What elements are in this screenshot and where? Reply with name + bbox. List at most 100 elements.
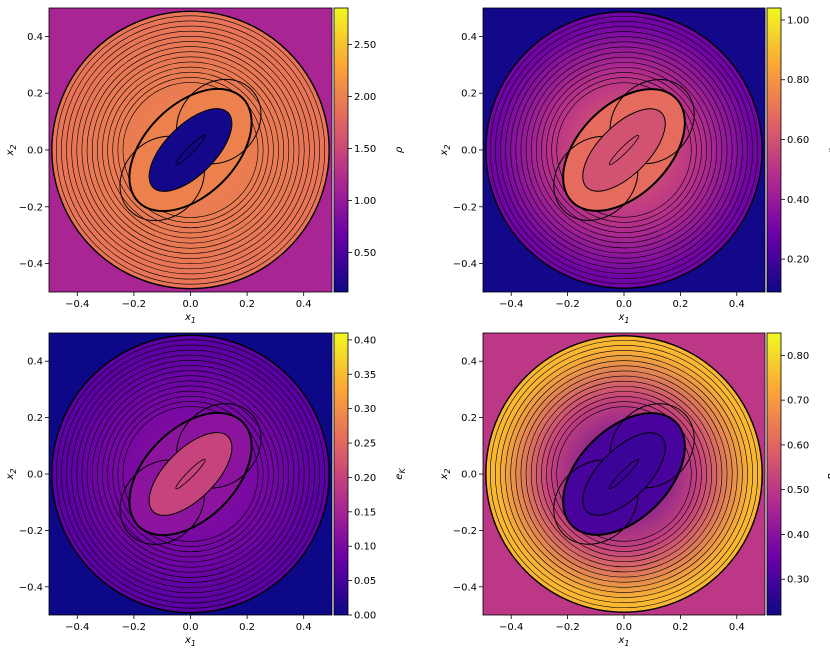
contour-ring (500, 26, 748, 274)
colorbar-tick-label: 1.00 (354, 196, 376, 207)
y-tick-label: 0.0 (27, 146, 43, 157)
core-contour (608, 134, 640, 166)
contour-ring (117, 77, 264, 223)
colorbar-tick-label: 0.50 (354, 248, 376, 259)
plot-area (483, 8, 765, 292)
contour-ring (505, 31, 743, 269)
contour-ring (81, 365, 300, 583)
x-axis-label: x1 (184, 312, 196, 325)
y-axis-label: x2 (5, 468, 18, 480)
contour-ring (102, 385, 279, 563)
colorbar-tick-label: 0.40 (787, 195, 809, 206)
colorbar-label: ρ (394, 146, 405, 153)
panel-pb: −0.4 −0.2 0.0 0.2 0.4 0.4 0.2 0.0 −0.2 −0.4 x1 x2 0.… (439, 332, 830, 648)
contour-ring (546, 396, 702, 552)
y-tick-label: 0.2 (27, 413, 43, 424)
colorbar-tick-label: 0.25 (354, 439, 376, 450)
contour-ring (66, 25, 315, 275)
core-contour (175, 134, 206, 166)
contour-ring (76, 359, 305, 589)
colorbar-tick-label: 1.00 (787, 15, 809, 26)
colorbar-tick-label: 0.80 (787, 75, 809, 86)
contour-ring (107, 390, 274, 558)
contour-ring (495, 345, 753, 603)
contour-ring (505, 355, 743, 593)
contour-lines (55, 15, 326, 285)
panel-rho-b: −0.4 −0.2 0.0 0.2 0.4 0.4 0.2 0.0 −0.2 −0.4 x1 x2 0.… (439, 7, 830, 325)
contour-ring (71, 30, 310, 270)
contour-ring (122, 82, 259, 218)
y-tick-label: 0.4 (27, 357, 43, 368)
y-tick-label: −0.4 (19, 582, 43, 593)
y-tick-label: −0.2 (453, 202, 477, 213)
y-tick-label: −0.4 (453, 259, 477, 270)
contour-ring (530, 380, 718, 568)
x-tick-label: 0.0 (183, 299, 199, 310)
contour-ring (86, 46, 295, 254)
contour-ring (541, 391, 707, 557)
x-tick-label: −0.4 (499, 299, 523, 310)
colorbar-tick-label: 0.40 (354, 335, 376, 346)
contour-ring (97, 56, 284, 244)
colorbar-tick-label: 0.50 (787, 485, 809, 496)
contour-ring (556, 406, 692, 542)
contour-ring (541, 67, 707, 233)
y-tick-label: −0.2 (19, 202, 43, 213)
colorbar-tick-label: 0.70 (787, 396, 809, 407)
plot-area (49, 8, 332, 292)
x-tick-label: −0.4 (65, 299, 89, 310)
colorbar-label: p (827, 147, 830, 154)
colorbar-label: PB (827, 468, 830, 480)
x-tick-label: 0.4 (729, 622, 745, 633)
x-tick-label: −0.2 (555, 622, 579, 633)
colorbar-tick-label: 0.40 (787, 530, 809, 541)
contour-ring (510, 360, 738, 588)
y-tick-label: −0.4 (19, 259, 43, 270)
x-tick-label: −0.2 (122, 299, 146, 310)
contour-ring (117, 401, 264, 547)
colorbar-tick-label: 2.00 (354, 92, 376, 103)
x-tick-label: 0.2 (239, 299, 255, 310)
x-tick-label: −0.4 (499, 622, 523, 633)
cavity (148, 432, 233, 516)
contour-ring (525, 51, 723, 249)
contour-lines (489, 339, 759, 609)
contour-ring (530, 56, 718, 244)
contour-ring (112, 395, 269, 553)
x-axis-label: x1 (617, 635, 629, 648)
colorbar-tick-label: 0.00 (354, 611, 376, 622)
cavity (582, 432, 666, 516)
colorbar-tick-label: 0.60 (787, 135, 809, 146)
x-tick-label: −0.2 (555, 299, 579, 310)
colorbar-tick-label: 0.20 (787, 255, 809, 266)
contour-ring (81, 41, 300, 259)
contour-lines (55, 339, 326, 609)
contour-ring (535, 61, 713, 239)
contour-ring (489, 15, 759, 285)
contour-ring (535, 385, 713, 563)
contour-ring (102, 61, 279, 239)
colorbar-tick-label: 0.30 (787, 575, 809, 586)
colorbar-tick-label: 0.10 (354, 542, 376, 553)
core-contour (175, 458, 206, 490)
y-tick-label: −0.4 (453, 582, 477, 593)
x-tick-label: 0.4 (296, 622, 312, 633)
x-axis-label: x1 (184, 635, 196, 648)
contour-ring (107, 66, 274, 234)
x-tick-label: −0.4 (65, 622, 89, 633)
y-tick-label: 0.4 (461, 357, 477, 368)
x-tick-label: 0.2 (239, 622, 255, 633)
colorbar-tick-label: 0.30 (354, 404, 376, 415)
contour-ring (551, 401, 697, 547)
contour-ring (97, 380, 284, 568)
y-axis-label: x2 (439, 468, 452, 480)
contour-lines (489, 15, 759, 285)
colorbar-tick-label: 2.50 (354, 40, 376, 51)
contour-ring (515, 365, 733, 583)
y-tick-label: 0.2 (461, 89, 477, 100)
contour-ring (91, 375, 290, 573)
contour-ring (510, 36, 738, 264)
x-tick-label: 0.0 (616, 622, 632, 633)
contour-ring (489, 339, 759, 609)
